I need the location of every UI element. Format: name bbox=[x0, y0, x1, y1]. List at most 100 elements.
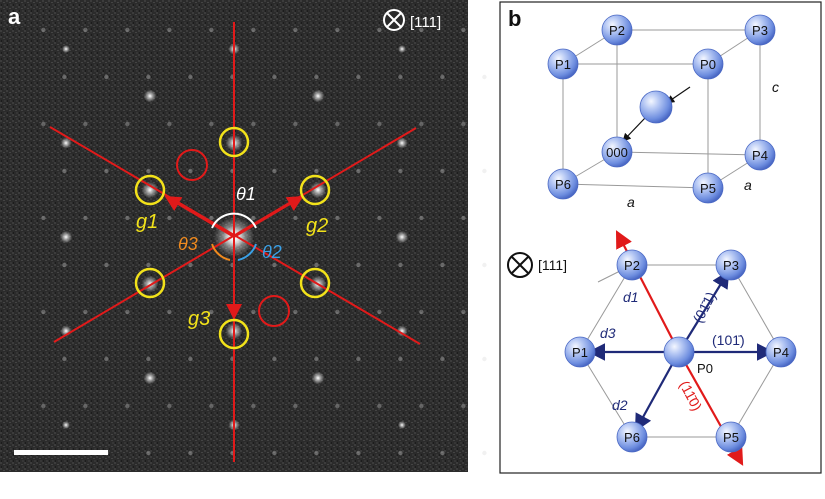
weak-spot bbox=[398, 168, 403, 174]
weak-spot bbox=[167, 121, 172, 127]
g2-arrow bbox=[233, 195, 304, 238]
weak-spot bbox=[83, 403, 88, 409]
weak-spot bbox=[272, 262, 277, 268]
weak-spot bbox=[188, 356, 193, 362]
atom-label: P2 bbox=[624, 258, 640, 273]
weak-spot bbox=[104, 168, 109, 174]
weak-spot bbox=[125, 121, 130, 127]
atom-sphere bbox=[692, 172, 724, 204]
weak-spot bbox=[293, 215, 298, 221]
weak-spot bbox=[62, 356, 67, 362]
red-circles bbox=[176, 149, 290, 327]
yellow-circle bbox=[218, 318, 250, 350]
weak-spot bbox=[335, 309, 340, 315]
atom-sphere bbox=[744, 14, 776, 46]
atom-sphere bbox=[744, 139, 776, 171]
weak-spot bbox=[41, 309, 46, 315]
diffraction-spot bbox=[60, 137, 72, 149]
weak-spot bbox=[209, 27, 214, 33]
plane-label-10-1: (101̄) bbox=[712, 332, 745, 348]
weak-spot bbox=[377, 403, 382, 409]
weak-spot bbox=[83, 121, 88, 127]
weak-spot bbox=[251, 309, 256, 315]
weak-spot bbox=[104, 74, 109, 80]
diagonal-arrow-2 bbox=[622, 117, 646, 142]
diffraction-spot bbox=[395, 230, 409, 244]
atom-label: P5 bbox=[723, 430, 739, 445]
weak-spot bbox=[209, 309, 214, 315]
atom-sphere bbox=[616, 249, 648, 281]
weak-spot bbox=[104, 356, 109, 362]
d2-label: d2 bbox=[612, 397, 628, 413]
weak-spot bbox=[41, 27, 46, 33]
weak-spot bbox=[251, 403, 256, 409]
weak-spot bbox=[62, 74, 67, 80]
atom-sphere bbox=[547, 48, 579, 80]
atom-sphere bbox=[765, 336, 797, 368]
atom-sphere bbox=[715, 421, 747, 453]
weak-spot bbox=[293, 309, 298, 315]
weak-spot bbox=[440, 74, 445, 80]
yellow-circle bbox=[218, 126, 250, 158]
weak-spot bbox=[209, 215, 214, 221]
atom-sphere bbox=[692, 48, 724, 80]
panel-b: b P2 P3 P1 P0 000 P4 P6 P5 c a a bbox=[499, 1, 822, 474]
weak-spot bbox=[251, 215, 256, 221]
weak-spot bbox=[83, 215, 88, 221]
diffraction-spot bbox=[396, 137, 408, 149]
atom-label: P5 bbox=[700, 181, 716, 196]
weak-spot bbox=[167, 403, 172, 409]
weak-spot bbox=[251, 27, 256, 33]
weak-spot bbox=[41, 215, 46, 221]
theta2-arc bbox=[237, 243, 257, 261]
diffraction-spot bbox=[398, 421, 406, 429]
weak-spot bbox=[167, 27, 172, 33]
theta1-arc bbox=[211, 212, 257, 229]
weak-spot bbox=[293, 121, 298, 127]
g3-label: g3 bbox=[188, 308, 210, 330]
weak-spot bbox=[482, 168, 487, 174]
weak-spot bbox=[104, 262, 109, 268]
atom-label: P4 bbox=[752, 148, 768, 163]
weak-spot bbox=[314, 262, 319, 268]
cube-edge-label-a-bottom: a bbox=[627, 194, 635, 210]
weak-spot bbox=[188, 168, 193, 174]
atom-label: 000 bbox=[606, 145, 628, 160]
weak-spot bbox=[125, 27, 130, 33]
weak-spot bbox=[461, 403, 466, 409]
weak-spot bbox=[83, 309, 88, 315]
g-vectors bbox=[164, 195, 304, 320]
weak-spot bbox=[146, 262, 151, 268]
weak-spot bbox=[251, 121, 256, 127]
weak-spot bbox=[356, 450, 361, 456]
weak-spot bbox=[62, 262, 67, 268]
atom-sphere bbox=[616, 421, 648, 453]
weak-spot bbox=[188, 262, 193, 268]
theta3-label: θ3 bbox=[178, 234, 198, 254]
weak-spot bbox=[335, 121, 340, 127]
weak-spot bbox=[482, 74, 487, 80]
yellow-circle bbox=[134, 174, 166, 206]
diffraction-spot bbox=[141, 181, 159, 199]
weak-spot bbox=[440, 450, 445, 456]
atom-label: P1 bbox=[572, 345, 588, 360]
diffraction-spot bbox=[396, 325, 408, 337]
weak-spot bbox=[377, 215, 382, 221]
weak-spot bbox=[482, 450, 487, 456]
diffraction-spot bbox=[59, 230, 73, 244]
d3-label: d3 bbox=[600, 325, 616, 341]
zone-axis-icon bbox=[383, 9, 405, 31]
weak-spot bbox=[62, 168, 67, 174]
cube-edge-label-a-side: a bbox=[744, 177, 752, 193]
weak-spot bbox=[398, 262, 403, 268]
weak-spot bbox=[398, 74, 403, 80]
body-center-atom bbox=[639, 90, 673, 124]
atom-sphere bbox=[601, 14, 633, 46]
weak-spot bbox=[314, 74, 319, 80]
weak-spot bbox=[272, 168, 277, 174]
zone-axis-label-b: [111] bbox=[538, 257, 567, 273]
weak-spot bbox=[209, 403, 214, 409]
d1-label: d1 bbox=[623, 289, 639, 305]
